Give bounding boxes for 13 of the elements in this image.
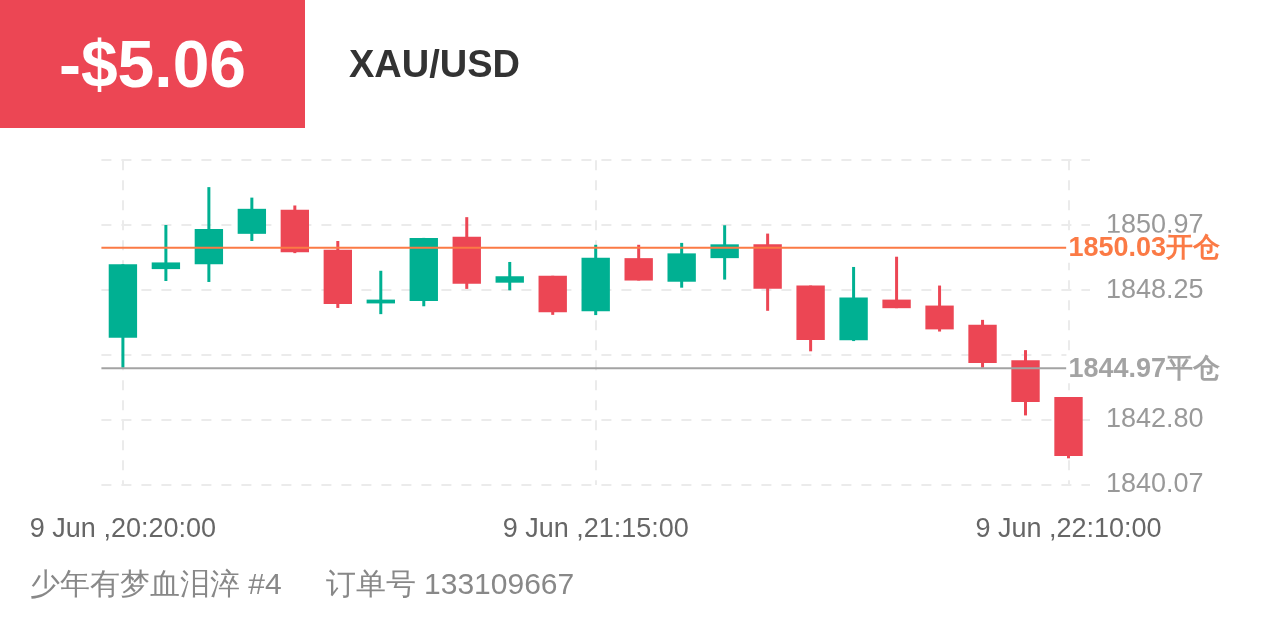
x-tick-label: 9 Jun ,22:10:00 bbox=[975, 512, 1162, 543]
text: 少年有梦血泪淬 #4 bbox=[30, 566, 282, 602]
y-tick-label: 1848.25 bbox=[1106, 273, 1204, 304]
candlestick bbox=[495, 260, 524, 291]
chart-subtitle: -$5.06 bbox=[0, 0, 305, 128]
chart-title: XAU/USD bbox=[349, 42, 521, 86]
ref-line-label: 1844.97平仓 bbox=[1068, 352, 1221, 383]
x-tick-label: 9 Jun ,20:20:00 bbox=[29, 512, 216, 543]
y-tick-label: 1842.80 bbox=[1106, 403, 1204, 434]
text: 订单号 133109667 bbox=[325, 566, 575, 602]
y-tick-label: 1840.07 bbox=[1106, 468, 1204, 499]
candlestick bbox=[151, 225, 181, 282]
x-tick-label: 9 Jun ,21:15:00 bbox=[502, 512, 689, 543]
